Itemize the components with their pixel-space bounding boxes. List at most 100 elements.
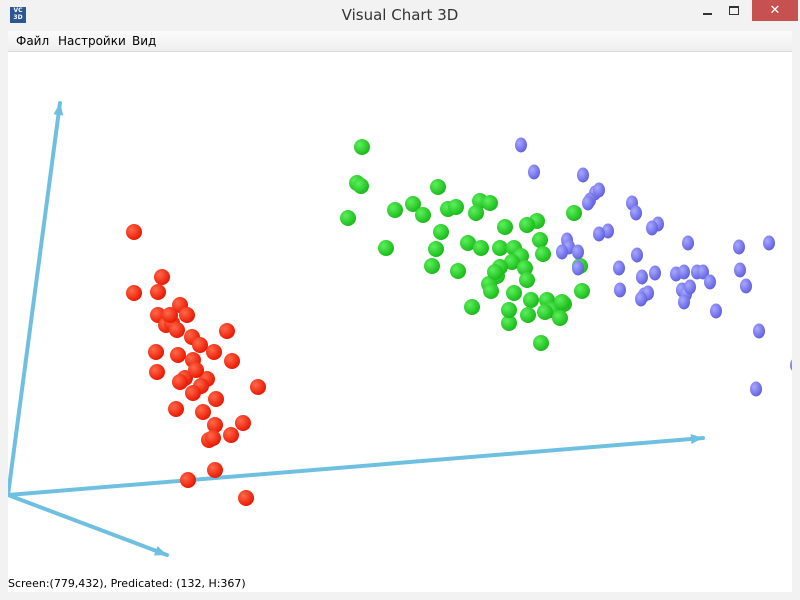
window-title: Visual Chart 3D — [341, 6, 459, 24]
blue-cluster-point-44 — [750, 381, 762, 397]
maximize-icon — [729, 6, 739, 15]
window-frame-bottom — [0, 592, 800, 600]
blue-cluster-point-39 — [635, 291, 647, 307]
red-cluster-point-25 — [208, 391, 224, 407]
green-cluster-point-26 — [492, 240, 508, 256]
blue-cluster-point-16 — [556, 244, 568, 260]
close-icon: ✕ — [769, 3, 781, 18]
red-cluster-point-27 — [168, 401, 184, 417]
green-cluster-point-52 — [487, 264, 503, 280]
red-cluster-point-14 — [206, 344, 222, 360]
green-cluster-point-18 — [340, 210, 356, 226]
blue-cluster-point-12 — [602, 223, 614, 239]
green-cluster-point-47 — [554, 294, 570, 310]
red-cluster-point-9 — [179, 307, 195, 323]
app-icon[interactable]: VC 3D — [10, 7, 26, 23]
axes-group — [8, 101, 705, 557]
green-cluster-point-25 — [450, 263, 466, 279]
axis-depth-arrow — [154, 546, 167, 556]
blue-cluster-point-40 — [678, 294, 690, 310]
blue-cluster-point-20 — [733, 239, 745, 255]
green-cluster-point-12 — [468, 205, 484, 221]
red-cluster-point-34 — [207, 462, 223, 478]
minimize-button[interactable] — [694, 0, 720, 21]
blue-cluster-point-35 — [704, 274, 716, 290]
green-cluster-point-35 — [483, 283, 499, 299]
red-cluster-point-17 — [224, 353, 240, 369]
status-bar: Screen:(779,432), Predicated: (132, H:36… — [8, 577, 246, 590]
blue-cluster-point-21 — [763, 235, 775, 251]
red-cluster-point-36 — [238, 490, 254, 506]
red-cluster-point-2 — [126, 285, 142, 301]
red-cluster-point-12 — [192, 337, 208, 353]
blue-cluster-point-3 — [577, 167, 589, 183]
red-cluster-point-16 — [170, 347, 186, 363]
axis-vertical-arrow — [53, 103, 64, 116]
menu-file[interactable]: Файл — [16, 34, 50, 48]
green-cluster-point-16 — [532, 232, 548, 248]
green-cluster-point-45 — [520, 307, 536, 323]
points-group — [126, 137, 792, 506]
red-cluster-point-13 — [219, 323, 235, 339]
green-cluster-point-21 — [428, 241, 444, 257]
red-cluster-point-29 — [235, 415, 251, 431]
blue-cluster-point-18 — [631, 247, 643, 263]
axis-horizontal-arrow — [690, 433, 703, 444]
red-cluster-point-30 — [207, 417, 223, 433]
green-cluster-point-19 — [378, 240, 394, 256]
green-cluster-point-17 — [566, 205, 582, 221]
green-cluster-point-8 — [405, 196, 421, 212]
blue-cluster-point-29 — [697, 264, 709, 280]
chart-3d-viewport[interactable] — [8, 52, 792, 592]
red-cluster-point-31 — [223, 427, 239, 443]
green-cluster-point-51 — [464, 299, 480, 315]
green-cluster-point-50 — [533, 335, 549, 351]
green-cluster-point-1 — [354, 139, 370, 155]
blue-cluster-point-41 — [710, 303, 722, 319]
green-cluster-point-22 — [460, 235, 476, 251]
red-cluster-point-26 — [250, 379, 266, 395]
maximize-button[interactable] — [721, 0, 747, 21]
green-cluster-point-46 — [552, 310, 568, 326]
red-cluster-point-18 — [149, 364, 165, 380]
green-cluster-point-13 — [497, 219, 513, 235]
blue-cluster-point-23 — [572, 260, 584, 276]
green-cluster-point-29 — [504, 254, 520, 270]
blue-cluster-point-9 — [630, 205, 642, 221]
axis-vertical — [8, 101, 62, 497]
blue-cluster-point-13 — [593, 226, 605, 242]
blue-cluster-point-7 — [582, 195, 594, 211]
axis-horizontal — [8, 436, 705, 497]
red-cluster-point-28 — [195, 404, 211, 420]
blue-cluster-point-42 — [753, 323, 765, 339]
green-cluster-point-24 — [424, 258, 440, 274]
red-cluster-point-3 — [154, 269, 170, 285]
menu-bar: Файл Настройки Вид — [8, 31, 792, 52]
menu-view[interactable]: Вид — [132, 34, 157, 48]
red-cluster-point-10 — [169, 322, 185, 338]
green-cluster-point-9 — [415, 207, 431, 223]
green-cluster-point-43 — [501, 315, 517, 331]
blue-cluster-point-17 — [572, 244, 584, 260]
menu-settings[interactable]: Настройки — [58, 34, 126, 48]
blue-cluster-point-34 — [740, 278, 752, 294]
green-cluster-point-36 — [506, 285, 522, 301]
blue-cluster-point-43 — [790, 359, 792, 371]
green-cluster-point-6 — [482, 195, 498, 211]
green-cluster-point-38 — [523, 292, 539, 308]
blue-cluster-point-5 — [593, 182, 605, 198]
red-cluster-point-22 — [172, 374, 188, 390]
blue-cluster-point-32 — [684, 279, 696, 295]
red-cluster-point-37 — [162, 307, 178, 323]
scatter-3d-scene[interactable] — [8, 52, 792, 592]
close-button[interactable]: ✕ — [752, 0, 798, 21]
minimize-icon — [702, 12, 712, 15]
blue-cluster-point-25 — [649, 265, 661, 281]
title-bar[interactable]: VC 3D Visual Chart 3D ✕ — [0, 0, 800, 32]
blue-cluster-point-1 — [515, 137, 527, 153]
green-cluster-point-31 — [519, 272, 535, 288]
blue-cluster-point-24 — [636, 269, 648, 285]
red-cluster-point-4 — [150, 284, 166, 300]
green-cluster-point-3 — [353, 178, 369, 194]
